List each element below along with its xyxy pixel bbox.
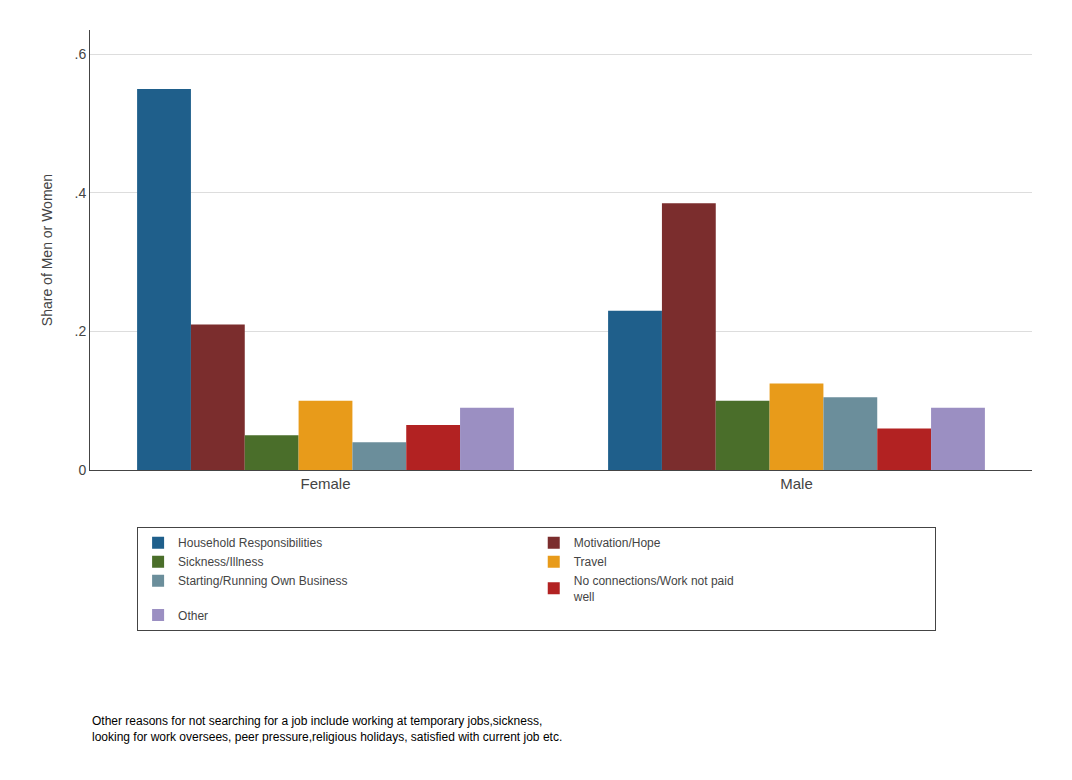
svg-text:Starting/Running Own Business: Starting/Running Own Business xyxy=(178,574,347,588)
svg-text:.6: .6 xyxy=(75,46,87,62)
svg-text:.4: .4 xyxy=(75,185,87,201)
svg-text:Motivation/Hope: Motivation/Hope xyxy=(574,536,661,550)
svg-text:No connections/Work not paidwe: No connections/Work not paidwell xyxy=(573,574,734,604)
svg-text:Sickness/Illness: Sickness/Illness xyxy=(178,555,263,569)
svg-text:0: 0 xyxy=(78,462,86,478)
svg-text:Household Responsibilities: Household Responsibilities xyxy=(178,536,322,550)
svg-text:.2: .2 xyxy=(75,323,87,339)
svg-text:Other: Other xyxy=(178,609,208,623)
svg-text:Other reasons for not searchin: Other reasons for not searching for a jo… xyxy=(92,714,562,744)
svg-text:Male: Male xyxy=(780,475,813,492)
svg-text:Share of Men or Women: Share of Men or Women xyxy=(39,174,55,326)
svg-text:Female: Female xyxy=(300,475,350,492)
svg-text:Travel: Travel xyxy=(574,555,607,569)
